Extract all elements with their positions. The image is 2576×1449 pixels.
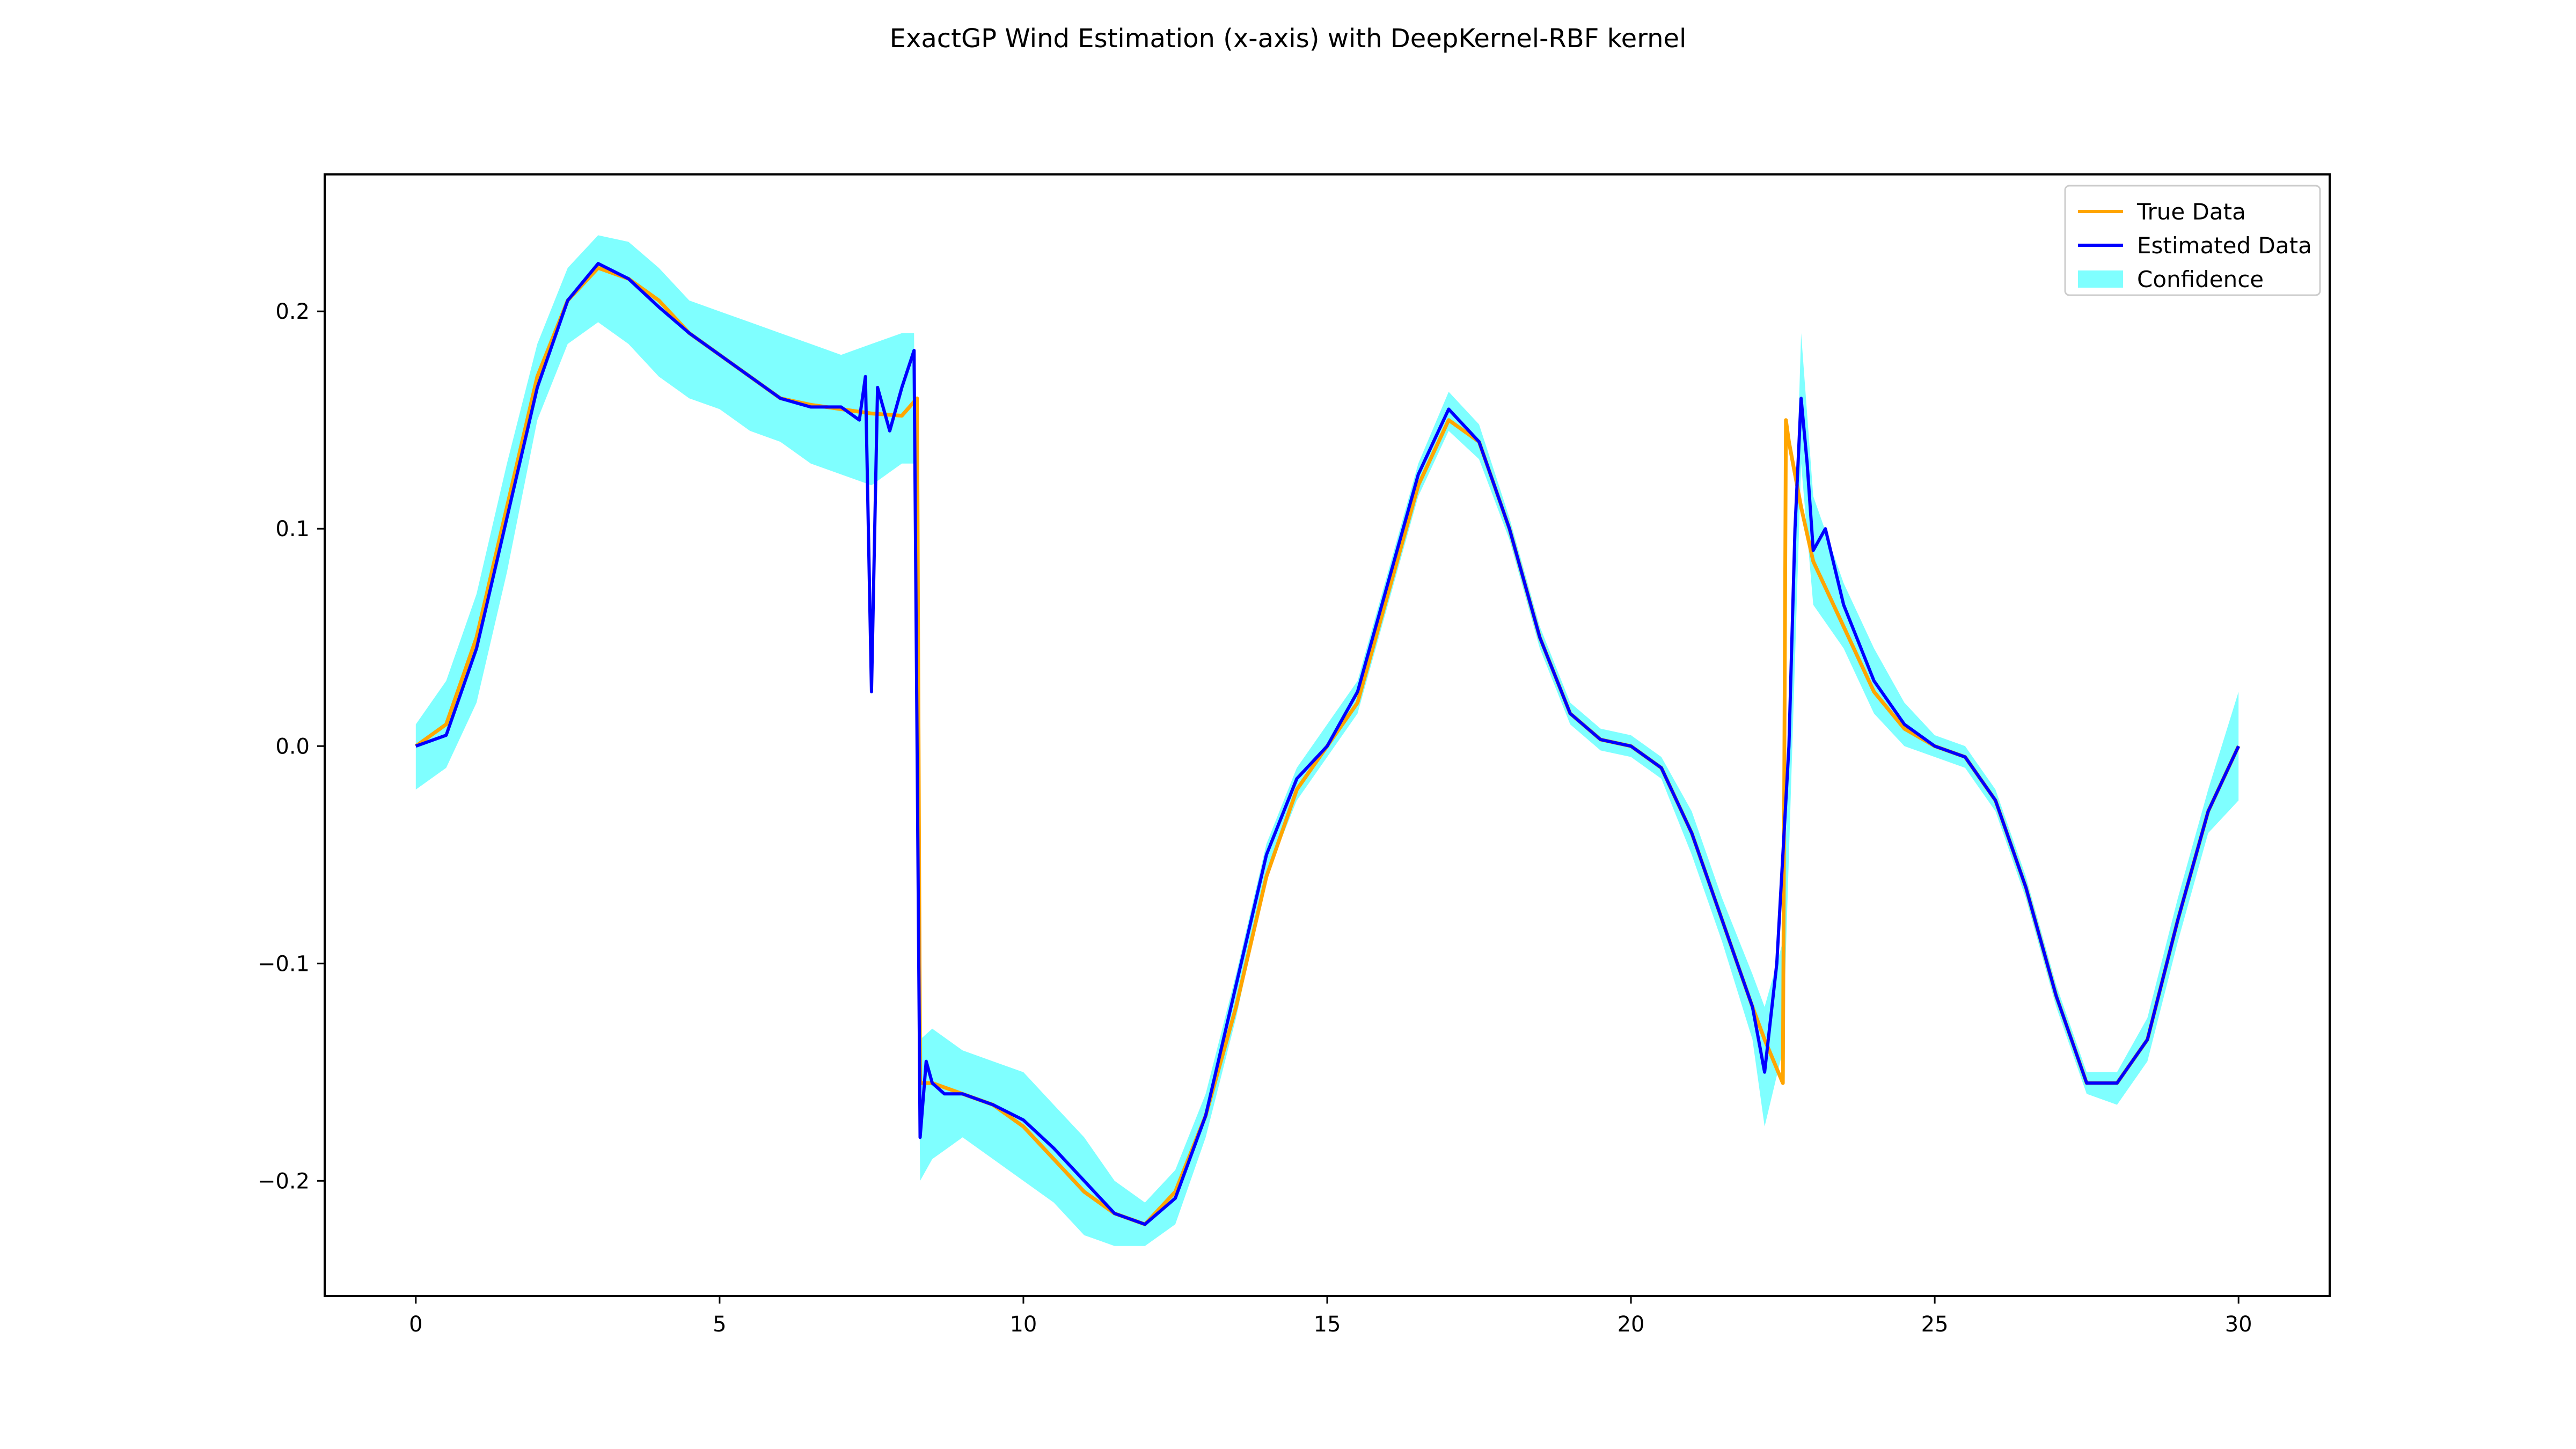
plot-area [414,235,2241,1246]
y-tick-label: −0.1 [258,952,310,976]
legend: True Data Estimated Data Confidence [2064,185,2321,296]
legend-swatch-confidence [2078,270,2123,288]
legend-label-true-data: True Data [2136,199,2246,225]
legend-box [2064,185,2321,296]
x-tick-label: 15 [1314,1312,1341,1337]
y-tick-label: 0.2 [275,299,310,324]
x-tick-label: 20 [1618,1312,1645,1337]
confidence-band [415,235,2239,1246]
legend-label-estimated-data: Estimated Data [2137,232,2312,259]
legend-label-confidence: Confidence [2137,266,2264,292]
estimated-data-line [415,262,2240,1226]
x-tick-label: 5 [713,1312,726,1337]
x-tick-label: 10 [1009,1312,1037,1337]
chart-title: ExactGP Wind Estimation (x-axis) with De… [890,24,1687,54]
y-tick-label: −0.2 [258,1169,310,1194]
x-tick-label: 30 [2225,1312,2252,1337]
x-tick-label: 25 [1921,1312,1949,1337]
axis-ticks: 0 5 10 15 20 25 30 −0.2 −0.1 0.0 0.1 0.2 [258,299,2252,1337]
x-tick-label: 0 [409,1312,422,1337]
y-tick-label: 0.1 [275,517,310,541]
y-tick-label: 0.0 [275,734,310,759]
